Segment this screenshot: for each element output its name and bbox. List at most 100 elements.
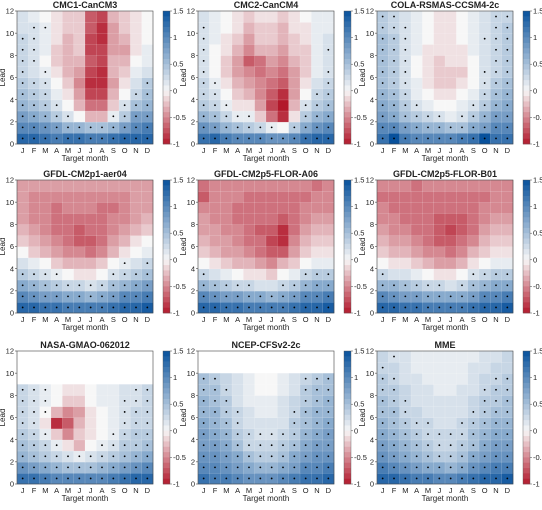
- significance-dot: [393, 306, 395, 309]
- significance-dot: [438, 306, 441, 309]
- significance-dot: [259, 306, 262, 309]
- significance-dot: [304, 273, 307, 276]
- heatmap-cell: [231, 99, 244, 112]
- heatmap-cell: [50, 406, 63, 418]
- heatmap-cell: [50, 428, 63, 441]
- heatmap-cell: [254, 279, 267, 292]
- significance-dot: [506, 273, 509, 276]
- heatmap-cell: [311, 190, 324, 203]
- heatmap-cell: [265, 110, 278, 123]
- significance-dot: [404, 93, 407, 96]
- heatmap-cell: [277, 384, 290, 396]
- significance-dot: [112, 115, 115, 118]
- significance-dot: [123, 399, 126, 402]
- month-tick-label: J: [270, 486, 274, 495]
- significance-dot: [404, 444, 407, 447]
- heatmap-cell: [197, 10, 210, 23]
- heatmap-cell: [141, 224, 154, 236]
- significance-dot: [438, 137, 441, 140]
- heatmap-cell: [73, 224, 86, 236]
- heatmap-cell: [265, 417, 278, 430]
- significance-dot: [495, 295, 497, 298]
- month-tick-label: M: [42, 486, 48, 495]
- heatmap-cell: [73, 44, 86, 56]
- colorbar-segment: [163, 11, 170, 17]
- significance-dot: [461, 477, 463, 480]
- heatmap-cell: [50, 88, 63, 101]
- significance-dot: [248, 306, 250, 309]
- significance-dot: [415, 284, 418, 287]
- heatmap-cell: [73, 66, 86, 78]
- significance-dot: [21, 422, 24, 424]
- significance-dot: [404, 411, 407, 413]
- lead-tick-label: 8: [191, 51, 195, 60]
- month-tick-label: J: [381, 486, 385, 495]
- significance-dot: [44, 433, 47, 436]
- colorbar-segment: [523, 138, 530, 145]
- heatmap-cell: [299, 66, 312, 78]
- heatmap-cell: [118, 77, 131, 90]
- heatmap-cell: [433, 395, 446, 407]
- lead-tick-label: 0: [191, 309, 195, 318]
- significance-dot: [393, 399, 395, 402]
- colorbar-segment: [523, 404, 530, 410]
- significance-dot: [248, 433, 250, 436]
- colorbar-segment: [523, 382, 530, 389]
- colorbar-tick-label: -0.5: [354, 113, 367, 122]
- y-axis-label: Lead: [179, 238, 188, 256]
- heatmap-cell: [209, 179, 222, 192]
- colorbar-segment: [344, 238, 351, 245]
- significance-dot: [21, 433, 24, 436]
- colorbar-segment: [523, 195, 530, 202]
- month-tick-label: J: [449, 146, 453, 155]
- heatmap-cell: [231, 235, 244, 248]
- heatmap-cell: [84, 110, 97, 123]
- colorbar-segment: [523, 133, 530, 139]
- significance-dot: [259, 137, 262, 140]
- significance-dot: [55, 466, 58, 469]
- significance-dot: [112, 433, 115, 436]
- lead-tick-label: 0: [370, 309, 374, 318]
- heatmap-cell: [501, 246, 514, 259]
- heatmap-cell: [231, 44, 244, 56]
- significance-dot: [472, 466, 475, 469]
- significance-dot: [438, 477, 441, 480]
- colorbar-segment: [523, 286, 530, 293]
- heatmap-cell: [410, 224, 423, 236]
- heatmap-cell: [231, 66, 244, 78]
- heatmap-cell: [433, 179, 446, 192]
- heatmap-cell: [220, 66, 233, 78]
- month-tick-label: N: [133, 486, 138, 495]
- lead-tick-label: 8: [10, 220, 14, 229]
- heatmap-cell: [50, 44, 63, 56]
- significance-dot: [146, 433, 149, 436]
- month-tick-label: D: [326, 315, 332, 324]
- heatmap-cell: [399, 257, 412, 270]
- heatmap-cell: [243, 257, 256, 270]
- significance-dot: [55, 137, 58, 140]
- colorbar-segment: [523, 302, 530, 308]
- significance-dot: [225, 411, 228, 413]
- month-tick-label: N: [133, 146, 138, 155]
- month-tick-label: D: [326, 486, 332, 495]
- heatmap-cell: [501, 190, 514, 203]
- significance-dot: [33, 59, 35, 62]
- significance-dot: [404, 477, 407, 480]
- significance-dot: [248, 477, 250, 480]
- significance-dot: [33, 284, 35, 287]
- heatmap-cell: [50, 395, 63, 407]
- colorbar-segment: [344, 133, 351, 139]
- heatmap-cell: [277, 268, 290, 281]
- heatmap-cell: [130, 179, 143, 192]
- heatmap-cell: [107, 10, 120, 23]
- heatmap-cell: [277, 190, 290, 203]
- heatmap-cell: [478, 372, 491, 385]
- heatmap-cell: [467, 235, 480, 248]
- significance-dot: [225, 444, 228, 447]
- heatmap-cell: [467, 44, 480, 56]
- month-tick-label: A: [235, 486, 240, 495]
- significance-dot: [404, 137, 407, 140]
- heatmap-cell: [399, 350, 412, 363]
- heatmap-cell: [141, 235, 154, 248]
